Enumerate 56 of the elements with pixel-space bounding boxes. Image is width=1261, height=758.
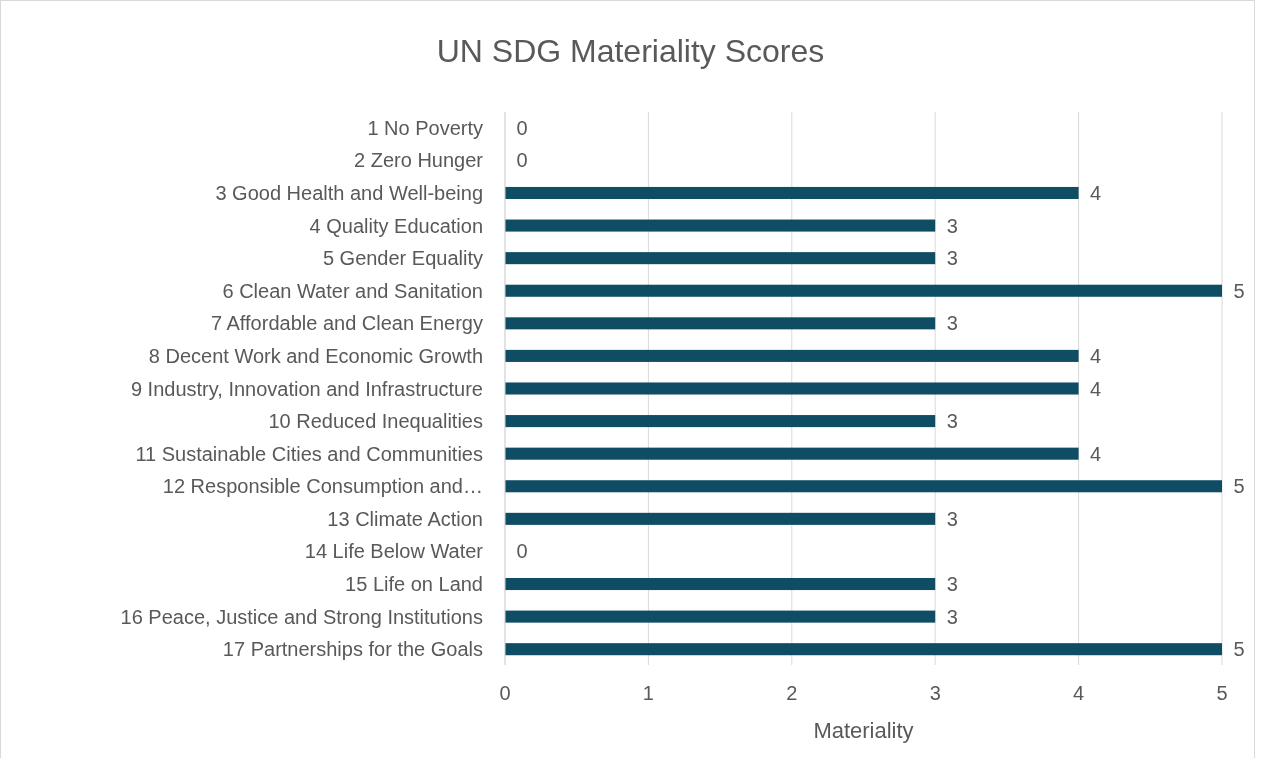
bar xyxy=(505,577,936,591)
y-tick-label: 4 Quality Education xyxy=(309,214,483,237)
data-label: 5 xyxy=(1233,638,1245,661)
y-tick-label: 10 Reduced Inequalities xyxy=(268,410,483,433)
bar xyxy=(505,643,1222,656)
y-tick-label: 11 Sustainable Cities and Communities xyxy=(135,442,483,465)
y-tick-label: 2 Zero Hunger xyxy=(354,149,484,172)
bar xyxy=(505,284,1222,297)
y-tick-label: 3 Good Health and Well-being xyxy=(215,181,483,204)
bar xyxy=(505,349,1079,362)
y-tick-label: 7 Affordable and Clean Energy xyxy=(210,312,483,335)
bar xyxy=(505,317,936,330)
x-tick-label: 5 xyxy=(1216,682,1228,704)
data-label: 0 xyxy=(516,540,528,563)
y-tick-label: 5 Gender Equality xyxy=(322,247,483,270)
bar xyxy=(505,610,936,623)
y-tick-label: 8 Decent Work and Economic Growth xyxy=(148,344,483,367)
data-label: 3 xyxy=(946,214,958,237)
y-tick-label: 14 Life Below Water xyxy=(304,540,484,563)
x-tick-label: 0 xyxy=(499,682,511,704)
data-label: 4 xyxy=(1090,442,1102,465)
x-tick-label: 2 xyxy=(786,682,798,704)
bar xyxy=(505,382,1079,395)
data-label: 5 xyxy=(1233,279,1245,302)
x-tick-label: 4 xyxy=(1073,682,1085,704)
data-label: 3 xyxy=(946,573,958,596)
chart-title: UN SDG Materiality Scores xyxy=(436,33,825,69)
data-label: 3 xyxy=(946,507,958,530)
data-label: 4 xyxy=(1090,181,1102,204)
y-tick-label: 16 Peace, Justice and Strong Institutions xyxy=(120,605,483,628)
data-label: 0 xyxy=(516,116,528,139)
bar xyxy=(505,415,936,428)
x-axis-title: Materiality xyxy=(813,718,914,743)
y-tick-label: 6 Clean Water and Sanitation xyxy=(222,279,483,302)
data-label: 3 xyxy=(946,247,958,270)
bar xyxy=(505,252,936,265)
data-label: 3 xyxy=(946,312,958,335)
y-tick-label: 9 Industry, Innovation and Infrastructure xyxy=(130,377,483,400)
y-tick-label: 12 Responsible Consumption and… xyxy=(162,475,483,498)
data-label: 3 xyxy=(946,605,958,628)
data-label: 4 xyxy=(1090,344,1102,367)
data-label: 5 xyxy=(1233,475,1245,498)
bar xyxy=(505,480,1222,493)
bar xyxy=(505,447,1079,460)
y-tick-label: 1 No Poverty xyxy=(367,116,483,139)
bar xyxy=(505,186,1079,200)
data-label: 0 xyxy=(516,149,528,172)
bar xyxy=(505,512,936,525)
y-tick-label: 15 Life on Land xyxy=(345,573,483,596)
y-tick-label: 13 Climate Action xyxy=(327,507,483,530)
x-tick-label: 3 xyxy=(929,682,941,704)
y-tick-label: 17 Partnerships for the Goals xyxy=(222,638,483,661)
x-tick-label: 1 xyxy=(642,682,654,704)
data-label: 3 xyxy=(946,410,958,433)
data-label: 4 xyxy=(1090,377,1102,400)
bar xyxy=(505,219,936,232)
